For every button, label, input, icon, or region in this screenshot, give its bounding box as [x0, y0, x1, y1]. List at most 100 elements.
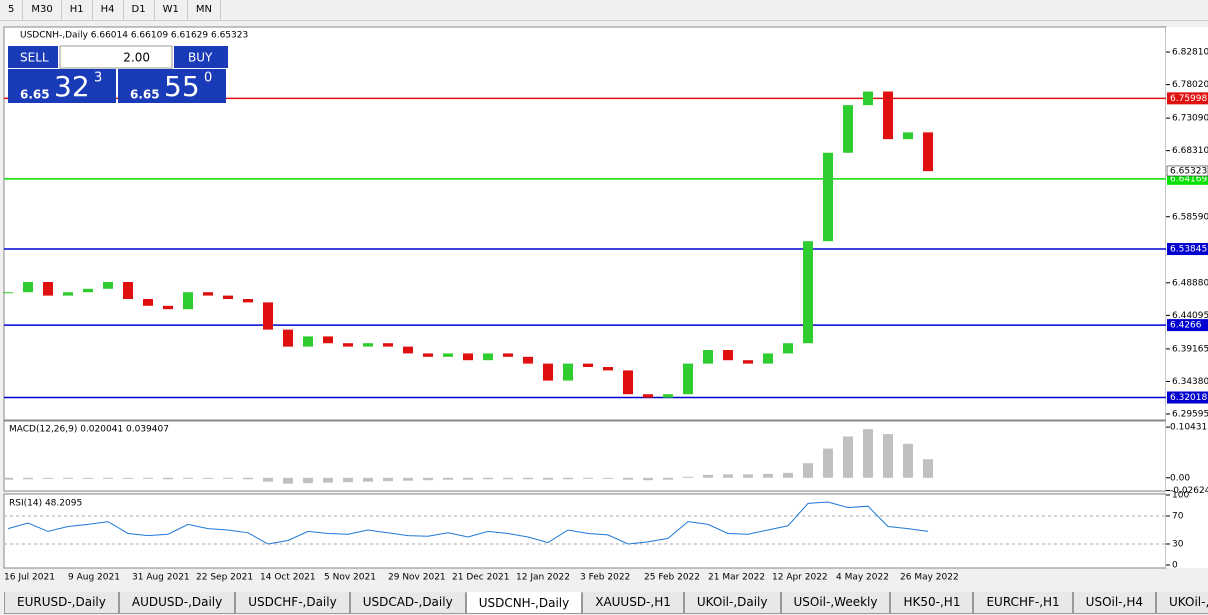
chart-tab[interactable]: USDCHF-,Daily	[235, 592, 350, 614]
x-tick-label: 21 Dec 2021	[452, 573, 510, 583]
macd-bar	[903, 443, 913, 478]
y-tick-label: 70	[1172, 512, 1184, 522]
x-tick-label: 12 Jan 2022	[516, 573, 570, 583]
timeframe-button[interactable]: H4	[93, 0, 124, 20]
timeframe-button[interactable]: W1	[155, 0, 188, 20]
candle	[363, 343, 373, 347]
rsi-line	[7, 501, 929, 545]
y-tick-label: 0.00	[1170, 473, 1190, 483]
macd-bar	[83, 477, 93, 479]
volume: 2.00	[123, 51, 150, 65]
chart-tab[interactable]: UKOil-,Daily	[683, 592, 781, 614]
chart-tab[interactable]: UKOil-,H4	[1156, 592, 1208, 614]
macd-bar	[343, 477, 353, 483]
macd-bar	[883, 434, 893, 478]
candle	[103, 281, 113, 289]
chart-tab[interactable]: XAUUSD-,H1	[582, 592, 684, 614]
macd-bar	[203, 477, 213, 479]
candle	[163, 305, 173, 310]
chart-tab[interactable]: USOil-,H4	[1072, 592, 1156, 614]
timeframe-button[interactable]: D1	[124, 0, 155, 20]
x-tick-label: 9 Aug 2021	[68, 573, 120, 583]
macd-bar	[803, 463, 813, 478]
y-tick-label: 100	[1172, 491, 1189, 501]
x-tick-label: 22 Sep 2021	[196, 573, 253, 583]
x-tick-label: 25 Feb 2022	[644, 573, 700, 583]
candle	[843, 105, 853, 153]
y-tick-label: 30	[1172, 540, 1184, 550]
macd-bar	[43, 477, 53, 479]
macd-bar	[703, 474, 713, 478]
candle	[3, 292, 13, 294]
timeframe-button[interactable]: H1	[62, 0, 93, 20]
macd-bar	[303, 477, 313, 484]
sell-button[interactable]	[8, 46, 58, 68]
candle	[783, 343, 793, 354]
candle	[343, 343, 353, 347]
candle	[723, 350, 733, 361]
macd-bar	[843, 436, 853, 478]
candle	[863, 91, 873, 106]
macd-bar	[823, 448, 833, 478]
candle	[43, 281, 53, 296]
macd-bar	[323, 477, 333, 483]
candle	[603, 367, 613, 371]
macd-bar	[863, 429, 873, 478]
buy-button[interactable]	[174, 46, 228, 68]
rsi-panel	[3, 493, 1167, 569]
chart-tab[interactable]: EURCHF-,H1	[973, 592, 1073, 614]
timeframe-button[interactable]: MN	[188, 0, 221, 20]
chart-tab[interactable]: USDCNH-,Daily	[465, 592, 583, 614]
candle	[803, 241, 813, 344]
y-tick-label: 0	[1172, 561, 1178, 571]
chart-tab[interactable]: EURUSD-,Daily	[4, 592, 119, 614]
macd-bar	[923, 459, 933, 478]
candle	[243, 298, 253, 303]
candle	[223, 295, 233, 299]
level-label: 6.75998	[1170, 94, 1207, 104]
toolbar: 5 M30 H1 H4 D1 W1 MN	[0, 0, 1208, 21]
level-box	[1167, 243, 1208, 256]
tab-bar: EURUSD-,Daily AUDUSD-,Daily USDCHF-,Daily U…	[4, 592, 1208, 614]
chart-tab[interactable]: AUDUSD-,Daily	[118, 592, 236, 614]
candle	[63, 292, 73, 296]
y-tick-label: 6.48880	[1172, 278, 1208, 288]
price-frac: 3	[94, 71, 102, 86]
macd-bar	[663, 477, 673, 480]
macd-bar	[23, 477, 33, 480]
level-label: 6.53845	[1170, 245, 1207, 255]
x-tick-label: 3 Feb 2022	[580, 573, 630, 583]
macd-bar	[143, 477, 153, 479]
candle	[503, 353, 513, 357]
current-price: 6.65323	[1170, 166, 1207, 176]
macd-bar	[783, 472, 793, 478]
timeframe-button[interactable]: M30	[23, 0, 62, 20]
candle	[203, 292, 213, 296]
y-tick-label: 6.78020	[1172, 80, 1208, 90]
level-label: 6.4266	[1170, 321, 1202, 331]
candle	[703, 350, 713, 364]
price-pips: 32	[54, 70, 90, 103]
y-tick-label: 6.29595	[1172, 409, 1208, 419]
candle	[523, 356, 533, 364]
timeframe-button[interactable]: 5	[0, 0, 24, 20]
candle	[763, 353, 773, 364]
candle	[743, 360, 753, 364]
macd-bar	[263, 477, 273, 482]
candle	[663, 394, 673, 398]
candle	[463, 353, 473, 361]
chart-tab[interactable]: USOil-,Weekly	[780, 592, 891, 614]
buy-label: BUY	[188, 51, 213, 65]
x-tick-label: 14 Oct 2021	[260, 573, 316, 583]
candle	[183, 292, 193, 310]
macd-bar	[603, 477, 613, 479]
chart-tab[interactable]: USDCAD-,Daily	[349, 592, 466, 614]
level-box	[1167, 92, 1208, 105]
y-tick-label: 6.58590	[1172, 212, 1208, 222]
chart-tab[interactable]: HK50-,H1	[890, 592, 974, 614]
macd-bar	[543, 477, 553, 480]
macd-panel	[3, 420, 1167, 492]
candle	[423, 353, 433, 357]
macd-bar	[3, 477, 13, 480]
x-tick-label: 12 Apr 2022	[772, 573, 828, 583]
